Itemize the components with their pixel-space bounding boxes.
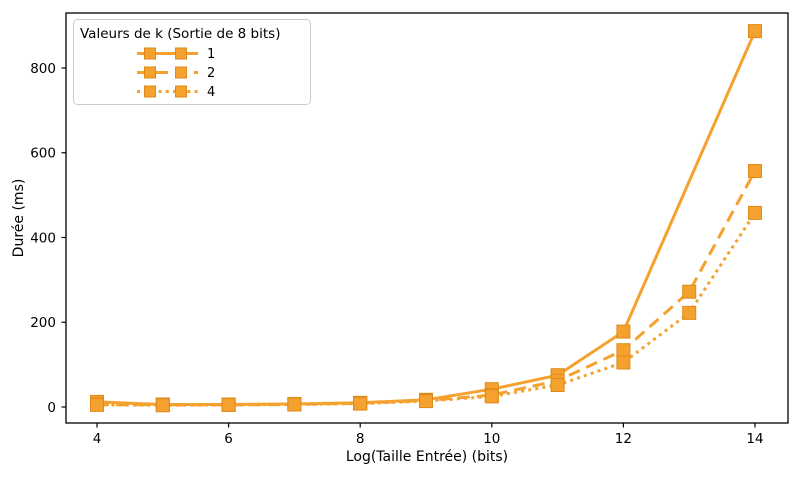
legend-square-marker-icon <box>144 47 156 60</box>
legend-square-marker-icon <box>175 66 187 79</box>
data-point-marker <box>353 396 368 411</box>
legend-title: Valeurs de k (Sortie de 8 bits) <box>80 26 280 42</box>
data-point-marker <box>287 397 302 412</box>
x-axis-label: Log(Taille Entrée) (bits) <box>346 449 508 465</box>
data-point-marker <box>90 397 104 412</box>
legend-square-marker-icon <box>144 66 156 79</box>
y-axis-label: Durée (ms) <box>11 179 27 258</box>
x-tick-label: 12 <box>615 431 632 447</box>
series-line-k4 <box>96 212 757 407</box>
data-point-marker <box>550 378 565 392</box>
y-tick-label: 0 <box>47 400 56 416</box>
data-point-marker <box>682 305 697 320</box>
data-point-marker <box>682 284 697 299</box>
legend-entry-label: 1 <box>207 47 215 62</box>
axis-ticks: 4 6 8 10 12 14 0 200 400 600 800 <box>30 61 763 447</box>
data-point-marker <box>155 398 170 413</box>
data-point-marker <box>484 389 499 404</box>
series-lines-and-markers <box>90 24 762 413</box>
data-point-marker <box>616 343 631 358</box>
legend-entry-k2: 2 <box>137 66 215 81</box>
legend-square-marker-icon <box>175 47 187 60</box>
data-point-marker <box>748 164 762 178</box>
legend-border <box>73 19 311 105</box>
legend-entry-label: 2 <box>207 66 215 81</box>
data-point-marker <box>419 394 433 409</box>
x-tick-label: 8 <box>356 431 365 447</box>
data-point-marker <box>748 24 762 39</box>
legend-square-marker-icon <box>175 85 187 98</box>
y-tick-label: 800 <box>30 61 56 77</box>
legend-entry-k4: 4 <box>137 85 215 100</box>
series-line-k2 <box>96 170 757 407</box>
legend: Valeurs de k (Sortie de 8 bits) 1 2 4 <box>73 19 311 105</box>
data-point-marker <box>616 324 631 339</box>
plot-area-border <box>65 12 789 424</box>
legend-square-marker-icon <box>144 85 156 98</box>
x-tick-label: 4 <box>93 431 102 447</box>
y-tick-label: 200 <box>30 315 56 331</box>
legend-entry-label: 4 <box>207 85 215 100</box>
x-tick-label: 6 <box>224 431 233 447</box>
y-tick-label: 600 <box>30 146 56 162</box>
data-point-marker <box>221 397 236 412</box>
y-tick-label: 400 <box>30 230 56 246</box>
data-point-marker <box>616 355 631 370</box>
x-tick-label: 14 <box>746 431 763 447</box>
data-point-marker <box>748 205 762 220</box>
legend-entry-k1: 1 <box>137 47 215 62</box>
x-tick-label: 10 <box>483 431 500 447</box>
